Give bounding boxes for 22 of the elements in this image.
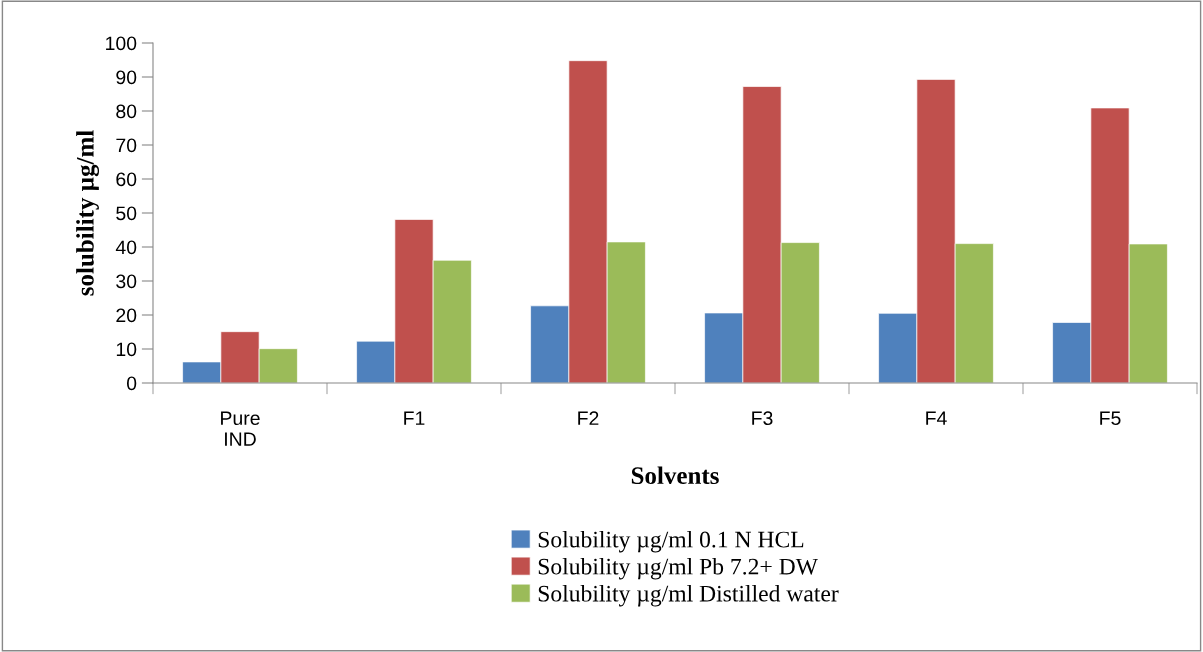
y-tick-label: 50 (116, 206, 137, 221)
x-tick-label: Pure IND (221, 411, 260, 446)
x-tick-label: F5 (1100, 411, 1121, 426)
y-tick-label: 30 (116, 274, 137, 289)
x-tick-label: F4 (926, 411, 947, 425)
y-tick-label: 20 (116, 308, 137, 323)
y-tick-label: 90 (116, 70, 137, 85)
legend-label: Solubility µg/ml Pb 7.2+ DW (538, 557, 818, 580)
legend-label: Solubility µg/ml Distilled water (538, 585, 839, 607)
x-tick-label: F1 (404, 411, 425, 425)
y-tick-label: 60 (116, 172, 137, 187)
x-axis-title: Solvents (631, 466, 719, 485)
y-tick-label: 70 (116, 138, 137, 153)
x-tick-label: F3 (752, 411, 773, 426)
legend-label: Solubility µg/ml 0.1 N HCL (538, 530, 804, 553)
y-tick-label: 10 (116, 342, 137, 357)
y-tick-label: 0 (126, 376, 137, 391)
y-tick-label: 80 (116, 104, 137, 119)
y-tick-label: 40 (115, 240, 137, 255)
y-axis-title: solubility µg/ml (76, 130, 100, 296)
y-tick-label: 100 (106, 36, 137, 51)
x-tick-label: F2 (578, 411, 599, 425)
